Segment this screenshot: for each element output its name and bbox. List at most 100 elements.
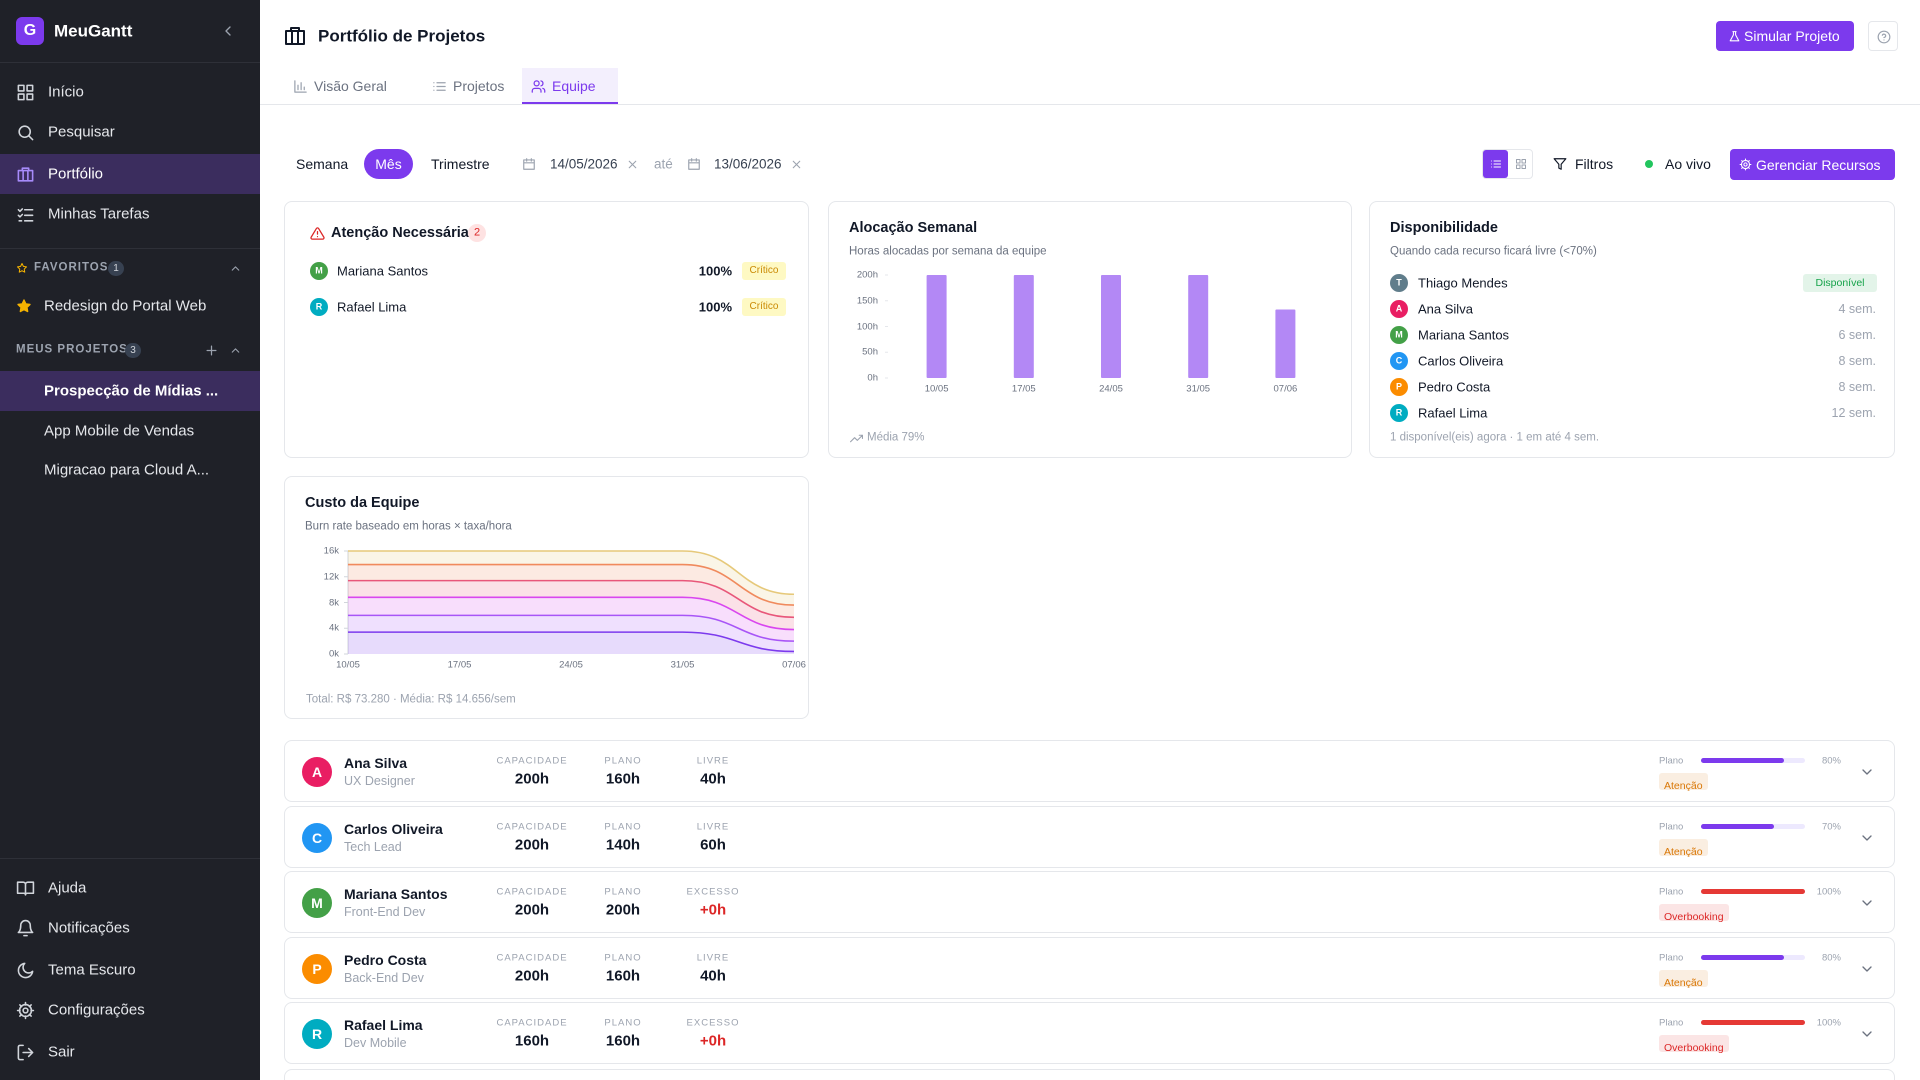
tab[interactable]: Projetos (423, 68, 515, 104)
simulate-button[interactable]: Simular Projeto (1716, 21, 1854, 51)
icon-chevD[interactable] (1859, 830, 1875, 846)
tab[interactable]: Visão Geral (284, 68, 404, 104)
footer-item[interactable]: Sair (0, 1032, 260, 1072)
divider (0, 858, 260, 859)
favorite-label[interactable]: Redesign do Portal Web (44, 297, 207, 315)
favorite-item[interactable]: Redesign do Portal Web (0, 286, 260, 326)
icon-part (17, 962, 33, 978)
project-item[interactable]: Prospecção de Mídias ... (0, 371, 260, 411)
footer-item[interactable]: Notificações (0, 908, 260, 948)
icon-chevL[interactable] (220, 23, 236, 39)
icon-chevU[interactable] (229, 344, 242, 357)
metric-value: 200h (514, 836, 550, 854)
nav-item[interactable]: Minhas Tarefas (0, 194, 260, 234)
icon-chevD[interactable] (1859, 961, 1875, 977)
footer-item[interactable]: Ajuda (0, 868, 260, 908)
x-tick-label: 24/05 (559, 659, 583, 671)
button-label[interactable]: Simular Projeto (1744, 28, 1840, 44)
nav-label[interactable]: Pesquisar (48, 123, 115, 141)
period-label[interactable]: Semana (296, 156, 349, 172)
nav-item[interactable]: Portfólio (0, 154, 260, 194)
member-role: UX Designer (344, 773, 415, 788)
avatar-initial: P (1395, 381, 1403, 392)
icon-x[interactable] (626, 158, 639, 171)
metric-label: PLANO (604, 755, 642, 767)
nav-label[interactable]: Início (48, 83, 84, 101)
end-date[interactable]: 13/06/2026 (714, 156, 782, 172)
button-label[interactable]: Gerenciar Recursos (1756, 156, 1881, 173)
icon-logout (17, 1044, 33, 1060)
tab-label[interactable]: Equipe (552, 78, 596, 94)
footer-label[interactable]: Tema Escuro (48, 961, 136, 979)
resource-row[interactable]: C Carlos Oliveira Tech Lead CAPACIDADE 200h P… (284, 806, 1895, 868)
y-tick-label: 8k (328, 596, 339, 608)
metric-value: 40h (700, 770, 726, 788)
view-grid[interactable] (1508, 150, 1533, 178)
nav-item[interactable]: Pesquisar (0, 112, 260, 152)
metric-value: 160h (514, 1032, 550, 1050)
y-tick-label: 4k (328, 622, 339, 634)
tab-label[interactable]: Projetos (453, 78, 505, 94)
nav-label[interactable]: Portfólio (48, 165, 104, 183)
project-label[interactable]: Migracao para Cloud A... (44, 461, 210, 479)
footer-label[interactable]: Ajuda (48, 879, 87, 897)
icon-plus[interactable] (204, 343, 219, 358)
progress-fill (1701, 1020, 1805, 1025)
icon-chevD[interactable] (1859, 764, 1875, 780)
project-item[interactable]: Migracao para Cloud A... (0, 450, 260, 490)
avatar: M (1390, 326, 1408, 344)
icon-chevD[interactable] (1859, 1026, 1875, 1042)
area-line (348, 579, 795, 619)
resource-row[interactable]: P Pedro Costa Back-End Dev CAPACIDADE 200h PL… (284, 937, 1895, 999)
icon-x[interactable] (790, 158, 803, 171)
project-label[interactable]: Prospecção de Mídias ... (44, 382, 219, 400)
tab[interactable]: Equipe (522, 68, 618, 104)
icon-cal[interactable] (522, 157, 536, 171)
count-badge: 2 (468, 224, 486, 242)
avatar: A (1390, 300, 1408, 318)
count-badge: 3 (125, 343, 141, 358)
tab-label[interactable]: Visão Geral (314, 78, 387, 94)
icon-chevU[interactable] (229, 262, 242, 275)
nav-item[interactable]: Início (0, 72, 260, 112)
icon-cal[interactable] (687, 157, 701, 171)
icon-gear (1739, 158, 1751, 171)
icon-part (17, 1044, 33, 1060)
metric-value: +0h (699, 1032, 727, 1050)
footer-label[interactable]: Notificações (48, 919, 130, 937)
avatar-initial: R (1395, 407, 1403, 418)
filters-label[interactable]: Filtros (1575, 156, 1614, 172)
date-separator: até (654, 156, 673, 172)
start-date[interactable]: 14/05/2026 (550, 156, 618, 172)
status-label: 4 sem. (1838, 301, 1876, 316)
metric-value: 160h (605, 770, 641, 788)
icon-filter[interactable] (1553, 157, 1567, 171)
footer-item[interactable]: Configurações (0, 990, 260, 1030)
nav-label[interactable]: Minhas Tarefas (48, 205, 150, 223)
footer-label[interactable]: Sair (48, 1043, 75, 1061)
resource-row[interactable]: R Rafael Lima Dev Mobile CAPACIDADE 160h PLAN… (284, 1002, 1895, 1064)
help-button[interactable] (1868, 21, 1898, 51)
resource-row[interactable]: M Mariana Santos Front-End Dev CAPACIDADE 20… (284, 871, 1895, 933)
resource-row[interactable]: A Ana Silva UX Designer CAPACIDADE 200h PLANO… (284, 740, 1895, 802)
icon-part (1862, 1031, 1872, 1037)
footer-item[interactable]: Tema Escuro (0, 950, 260, 990)
period-label[interactable]: Mês (375, 156, 402, 172)
manage-button[interactable]: Gerenciar Recursos (1730, 149, 1895, 180)
icon-star (17, 263, 27, 273)
period-pill[interactable]: Mês (364, 149, 413, 179)
project-label[interactable]: App Mobile de Vendas (44, 422, 195, 440)
footer-label[interactable]: Configurações (48, 1001, 145, 1019)
live-label: Ao vivo (1665, 156, 1711, 172)
x-tick-label: 07/06 (1273, 383, 1298, 395)
metric-value: 160h (605, 967, 641, 985)
divider (0, 62, 260, 63)
availability-card: Disponibilidade Quando cada recurso ficar… (1369, 201, 1895, 458)
icon-chevD[interactable] (1859, 895, 1875, 911)
icon-part (21, 1006, 29, 1014)
view-list[interactable] (1483, 150, 1508, 178)
project-item[interactable]: App Mobile de Vendas (0, 411, 260, 451)
chart-subtitle: Horas alocadas por semana da equipe (849, 245, 1047, 258)
status-label: Crítico (749, 265, 779, 276)
period-label[interactable]: Trimestre (431, 156, 490, 172)
